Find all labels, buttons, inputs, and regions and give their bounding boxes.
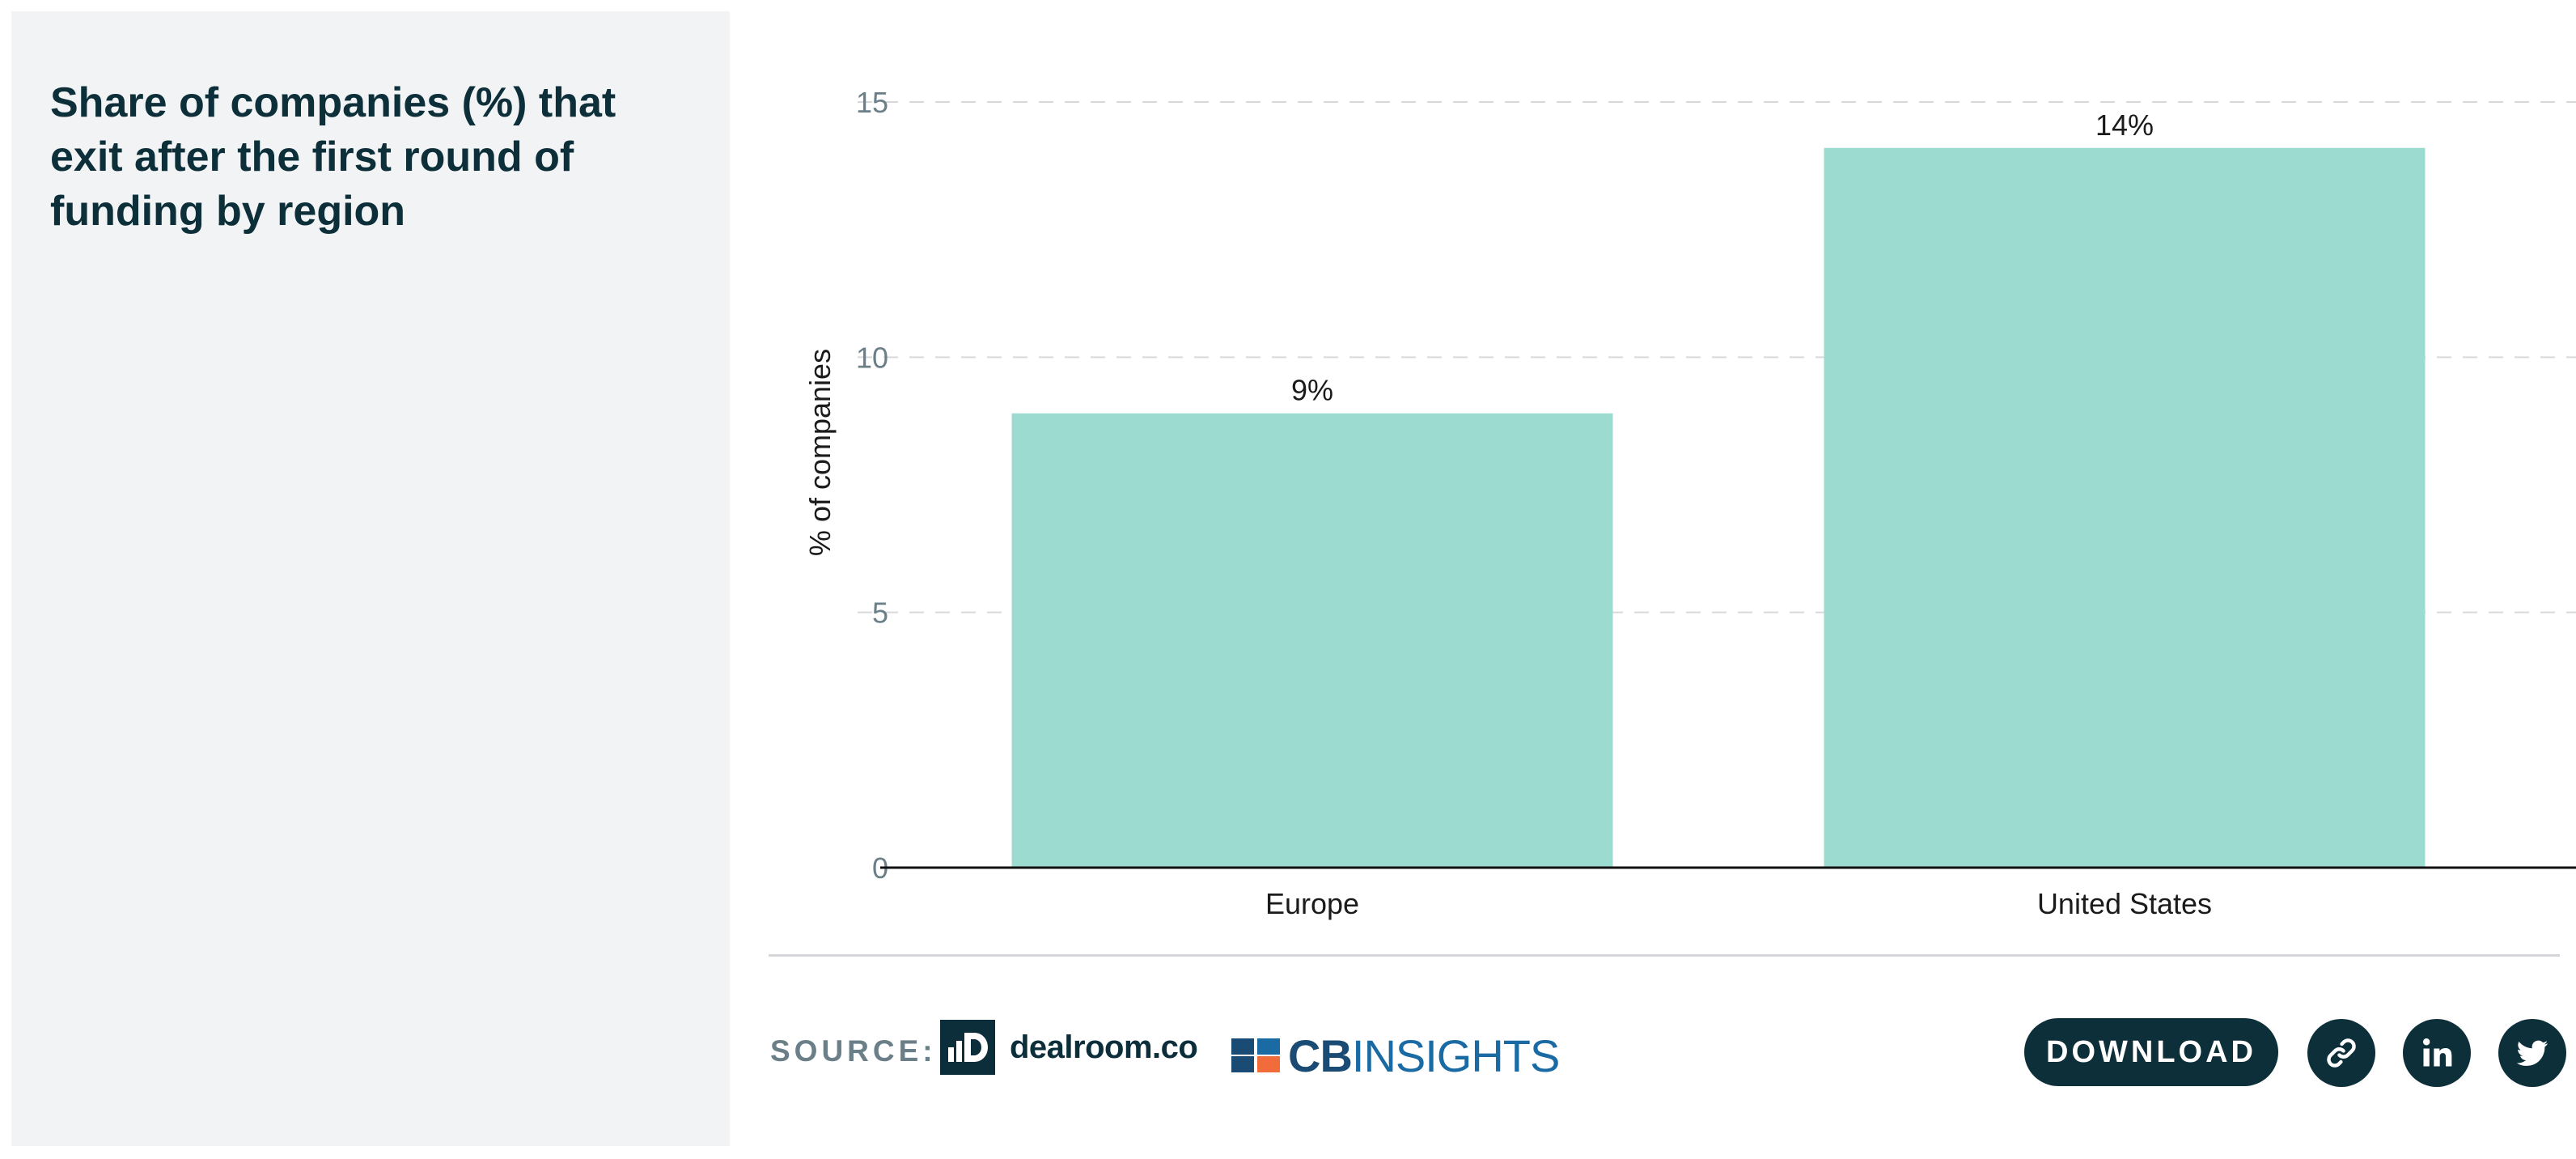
link-icon [2327, 1038, 2356, 1068]
y-axis-label: % of companies [803, 349, 837, 556]
bars [1011, 147, 2426, 868]
chart-title: Share of companies (%) that exit after t… [50, 79, 616, 235]
dealroom-logo-mark [940, 1020, 995, 1075]
y-tick-label: 0 [872, 851, 888, 885]
x-axis-labels: Europe United States [1265, 887, 2212, 920]
y-tick-label: 15 [856, 86, 888, 119]
linkedin-share-button[interactable] [2403, 1019, 2471, 1087]
bar-value-label: 9% [1291, 374, 1333, 407]
value-labels: 9% 14% [1291, 108, 2154, 407]
footer-divider [769, 954, 2560, 957]
cbinsights-logo-text-light: INSIGHTS [1351, 1030, 1560, 1081]
bar [1824, 147, 2426, 868]
x-category-label: United States [2037, 887, 2212, 920]
y-tick-label: 10 [856, 341, 888, 374]
dealroom-logo[interactable]: dealroom.co [940, 1019, 1198, 1076]
linkedin-icon [2422, 1038, 2452, 1067]
bar-value-label: 14% [2095, 108, 2154, 142]
cbinsights-logo[interactable]: CB INSIGHTS [1231, 1030, 1560, 1081]
bar [1011, 413, 1613, 868]
bar-chart: 0 5 10 15 9% 14% Europe United States % of co… [769, 32, 2576, 947]
twitter-share-button[interactable] [2498, 1019, 2566, 1087]
y-tick-label: 5 [872, 596, 888, 630]
twitter-icon [2516, 1040, 2548, 1066]
source-label: SOURCE: [770, 1034, 937, 1068]
y-axis-ticks: 0 5 10 15 [856, 86, 888, 885]
download-button[interactable]: DOWNLOAD [2024, 1018, 2278, 1086]
x-category-label: Europe [1265, 887, 1359, 920]
dealroom-logo-text: dealroom.co [1010, 1029, 1198, 1065]
cbinsights-logo-mark [1231, 1035, 1282, 1076]
copy-link-button[interactable] [2307, 1019, 2375, 1087]
title-panel: Share of companies (%) that exit after t… [11, 11, 730, 1146]
cbinsights-logo-text-bold: CB [1288, 1030, 1353, 1081]
chart-svg: 0 5 10 15 9% 14% Europe United States % of co… [803, 86, 2576, 920]
